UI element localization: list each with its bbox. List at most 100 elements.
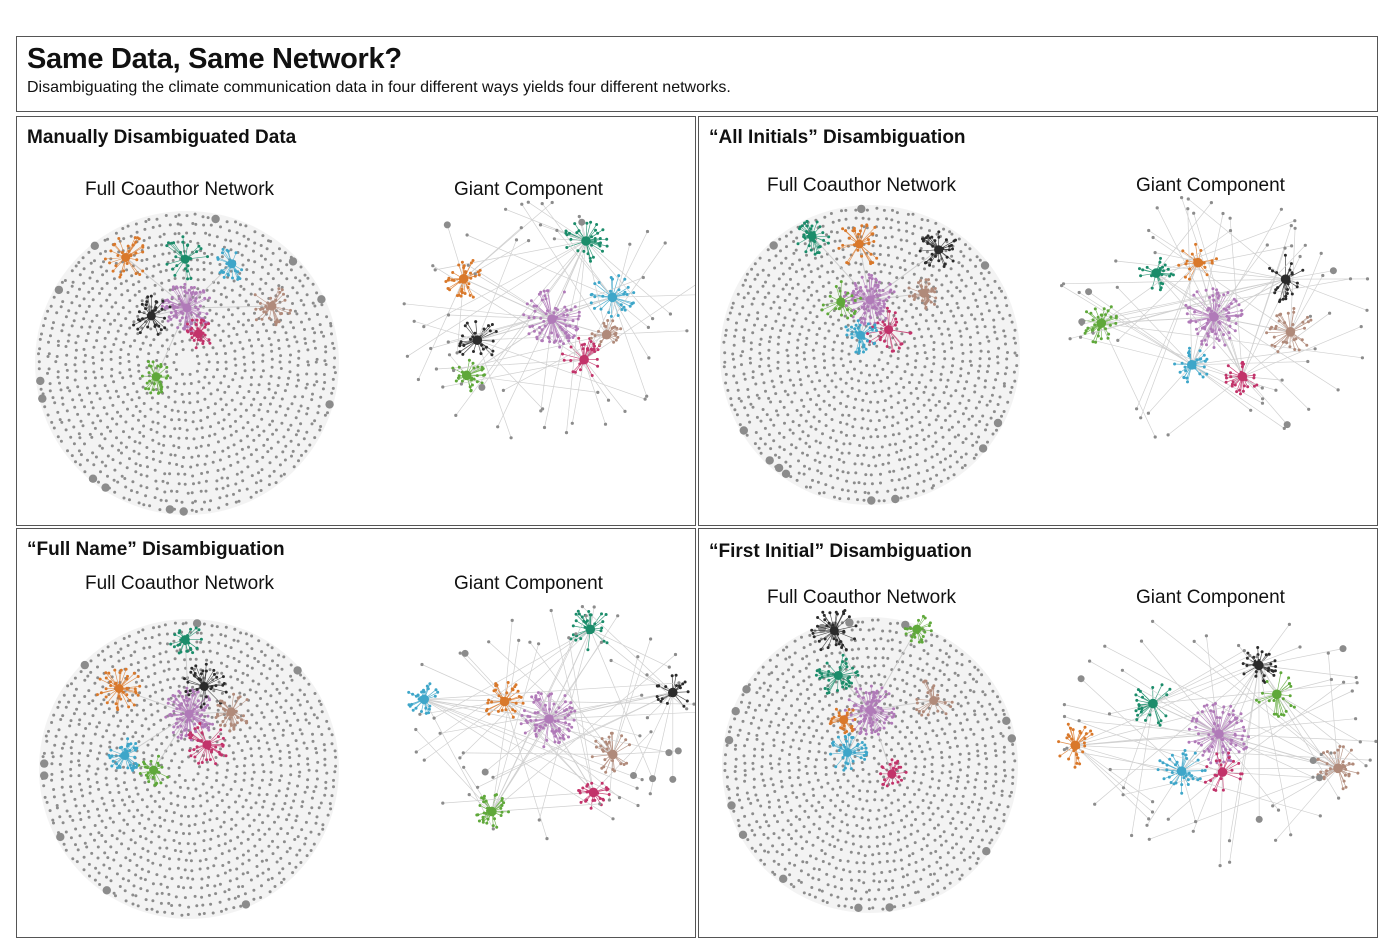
node bbox=[1195, 358, 1199, 362]
node bbox=[1222, 293, 1226, 297]
node bbox=[917, 289, 921, 293]
isolate-node bbox=[257, 317, 261, 320]
isolate-node bbox=[245, 642, 249, 646]
isolate-node bbox=[869, 435, 873, 439]
isolate-node bbox=[303, 328, 306, 331]
isolate-node bbox=[134, 222, 138, 226]
isolate-node bbox=[940, 426, 944, 430]
bridge-edge bbox=[1101, 230, 1231, 324]
isolate-node bbox=[244, 224, 248, 228]
isolate-node bbox=[178, 903, 182, 907]
isolate-node bbox=[899, 496, 903, 500]
isolate-node bbox=[219, 633, 223, 637]
isolate-node bbox=[891, 336, 895, 340]
isolate-node bbox=[91, 287, 95, 290]
node bbox=[878, 293, 882, 297]
isolate-node bbox=[786, 393, 790, 397]
periphery-node bbox=[1282, 426, 1286, 430]
isolate-node bbox=[238, 385, 242, 388]
isolate-node bbox=[201, 215, 205, 219]
isolate-node bbox=[67, 333, 71, 337]
isolate-node bbox=[85, 386, 89, 390]
isolate-node bbox=[161, 252, 165, 256]
isolate-node bbox=[99, 419, 103, 423]
isolate-node bbox=[38, 347, 42, 351]
isolate-node bbox=[964, 243, 967, 247]
isolate-node bbox=[950, 232, 954, 236]
isolate-node bbox=[137, 280, 141, 284]
periphery-node bbox=[1228, 229, 1233, 233]
isolate-node bbox=[969, 276, 973, 280]
node bbox=[469, 337, 472, 341]
isolate-node bbox=[60, 396, 64, 400]
isolate-node bbox=[942, 468, 946, 472]
isolate-node bbox=[151, 420, 155, 424]
isolate-node bbox=[289, 439, 293, 443]
isolate-node bbox=[840, 488, 844, 492]
isolate-node bbox=[283, 458, 287, 462]
bridge-edge bbox=[432, 265, 585, 360]
node bbox=[589, 336, 593, 340]
isolate-node bbox=[203, 500, 206, 504]
isolate-node bbox=[261, 359, 265, 363]
isolate-node bbox=[242, 456, 246, 460]
node bbox=[846, 308, 849, 312]
isolate-node bbox=[242, 234, 246, 238]
isolate-node bbox=[950, 294, 954, 298]
isolate-node bbox=[259, 479, 263, 483]
isolate-node bbox=[815, 315, 819, 319]
node bbox=[579, 368, 582, 372]
isolate-node bbox=[726, 317, 730, 321]
node bbox=[927, 282, 931, 286]
isolate-node bbox=[210, 319, 214, 323]
node bbox=[1187, 351, 1190, 355]
node bbox=[175, 315, 179, 319]
isolate-node bbox=[112, 380, 116, 384]
node bbox=[1301, 268, 1305, 272]
isolate-node bbox=[269, 343, 273, 347]
node bbox=[1290, 292, 1294, 296]
isolate-node bbox=[812, 304, 816, 308]
isolate-node bbox=[735, 381, 739, 385]
isolate-node bbox=[978, 444, 988, 453]
isolate-node bbox=[987, 271, 991, 275]
isolate-node bbox=[987, 339, 991, 343]
isolate-node bbox=[192, 482, 195, 486]
node bbox=[1309, 318, 1313, 322]
node bbox=[854, 287, 858, 291]
isolate-node bbox=[59, 305, 63, 309]
isolate-node bbox=[928, 229, 931, 233]
isolate-node bbox=[220, 476, 224, 480]
node bbox=[562, 358, 566, 362]
node bbox=[283, 298, 287, 302]
periphery-node bbox=[465, 233, 469, 237]
isolate-node bbox=[83, 370, 87, 374]
isolate-node bbox=[183, 472, 187, 476]
node bbox=[929, 300, 933, 304]
isolate-node bbox=[263, 396, 267, 400]
isolate-node bbox=[733, 334, 737, 338]
isolate-node bbox=[199, 631, 203, 635]
node bbox=[460, 287, 464, 291]
node bbox=[597, 242, 601, 246]
node bbox=[190, 331, 194, 335]
isolate-node bbox=[896, 401, 900, 405]
isolate-node bbox=[968, 335, 972, 339]
node bbox=[222, 270, 226, 274]
isolate-node bbox=[204, 489, 208, 493]
isolate-node bbox=[138, 464, 142, 467]
isolate-node bbox=[193, 499, 197, 503]
isolate-node bbox=[894, 442, 897, 446]
isolate-node bbox=[158, 235, 162, 239]
isolate-node bbox=[146, 465, 149, 469]
isolate-node bbox=[221, 427, 225, 431]
isolate-node bbox=[331, 386, 335, 390]
isolate-node bbox=[330, 733, 334, 737]
node bbox=[846, 316, 850, 320]
isolate-node bbox=[813, 387, 817, 391]
isolate-node bbox=[788, 292, 792, 296]
node bbox=[867, 241, 871, 245]
node bbox=[599, 340, 603, 344]
isolate-node bbox=[84, 339, 88, 343]
isolate-node bbox=[158, 460, 162, 464]
